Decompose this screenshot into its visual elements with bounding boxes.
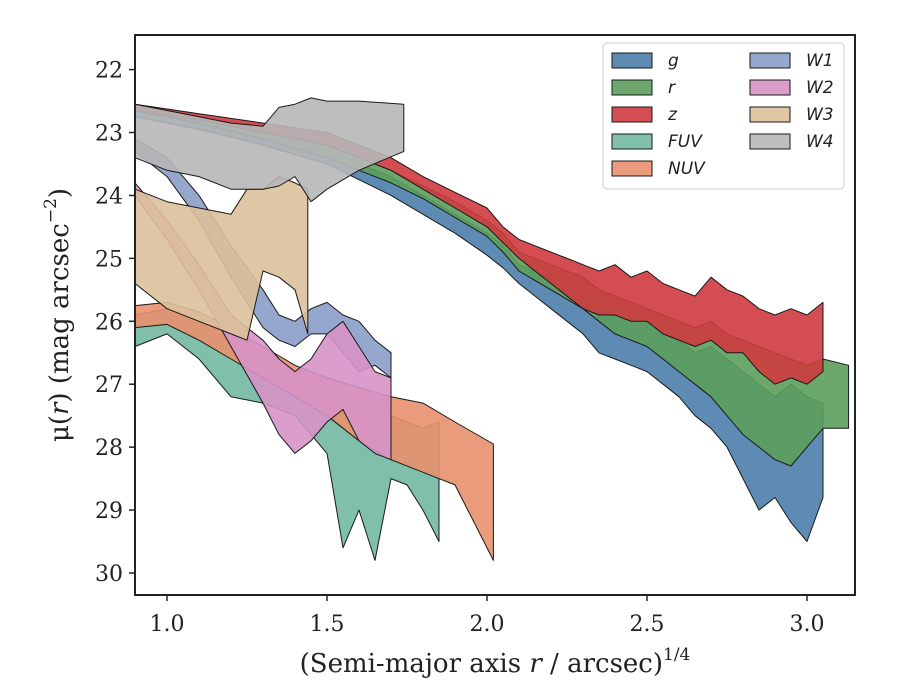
legend-swatch-w2 [749, 79, 791, 96]
band-w3 [134, 176, 309, 341]
y-tick-label: 22 [95, 59, 123, 84]
band-z [134, 103, 824, 385]
x-tick-label: 3.0 [790, 612, 825, 637]
x-tick-label: 2.0 [470, 612, 505, 637]
legend-label-w3: W3 [806, 105, 834, 125]
legend-label-nuv: NUV [668, 159, 706, 179]
x-tick-label: 1.5 [310, 612, 345, 637]
legend-swatch-z [611, 106, 653, 123]
plot-frame [134, 34, 856, 596]
y-tick-label: 26 [95, 310, 123, 335]
y-tick-label: 25 [95, 247, 123, 272]
x-axis-label-exponent: 1/4 [663, 645, 690, 665]
legend-swatch-fuv [611, 133, 653, 150]
x-axis-label: (Semi-major axis r / arcsec)1/4 [300, 645, 691, 679]
y-tick-label: 24 [95, 184, 123, 209]
legend-swatch-nuv [611, 160, 653, 177]
legend-label-fuv: FUV [668, 132, 703, 152]
legend: grz FUV NUV W1 W2 W3 W4 [602, 42, 845, 190]
y-axis-label: μ(r) (mag arcsec−2) [41, 188, 75, 442]
band-w2 [134, 182, 392, 461]
legend-swatch-g [611, 52, 653, 69]
y-axis-label-exponent: −2 [41, 198, 61, 223]
x-axis-label-suffix: / arcsec) [542, 649, 663, 679]
legend-swatch-w4 [749, 133, 791, 150]
y-axis-label-prefix: μ( [45, 415, 75, 442]
legend-label-z: z [667, 105, 678, 125]
y-axis-label-mid: ) (mag arcsec [45, 223, 75, 402]
x-axis-label-prefix: (Semi-major axis [300, 649, 530, 679]
legend-swatch-w3 [749, 106, 791, 123]
x-tick-label: 1.0 [150, 612, 185, 637]
ticks-layer: 1.0 1.5 2.0 2.5 3.0 22 23 24 25 26 27 28 29 30 [95, 59, 825, 637]
legend-label-g: g [668, 51, 679, 71]
legend-label-r: r [668, 78, 676, 98]
y-tick-label: 28 [95, 436, 123, 461]
x-tick-label: 2.5 [630, 612, 665, 637]
x-axis-label-var: r [529, 649, 543, 679]
y-tick-label: 30 [95, 562, 123, 587]
y-tick-label: 23 [95, 122, 123, 147]
legend-swatch-r [611, 79, 653, 96]
y-tick-label: 27 [95, 373, 123, 398]
y-axis-label-var: r [45, 401, 75, 415]
y-tick-label: 29 [95, 499, 123, 524]
legend-label-w4: W4 [806, 132, 834, 152]
bands-layer [134, 97, 850, 561]
legend-label-w2: W2 [806, 78, 834, 98]
legend-label-w1: W1 [806, 51, 834, 71]
band-w4 [134, 97, 405, 203]
legend-swatch-w1 [749, 52, 791, 69]
y-axis-label-suffix: ) [45, 188, 75, 198]
